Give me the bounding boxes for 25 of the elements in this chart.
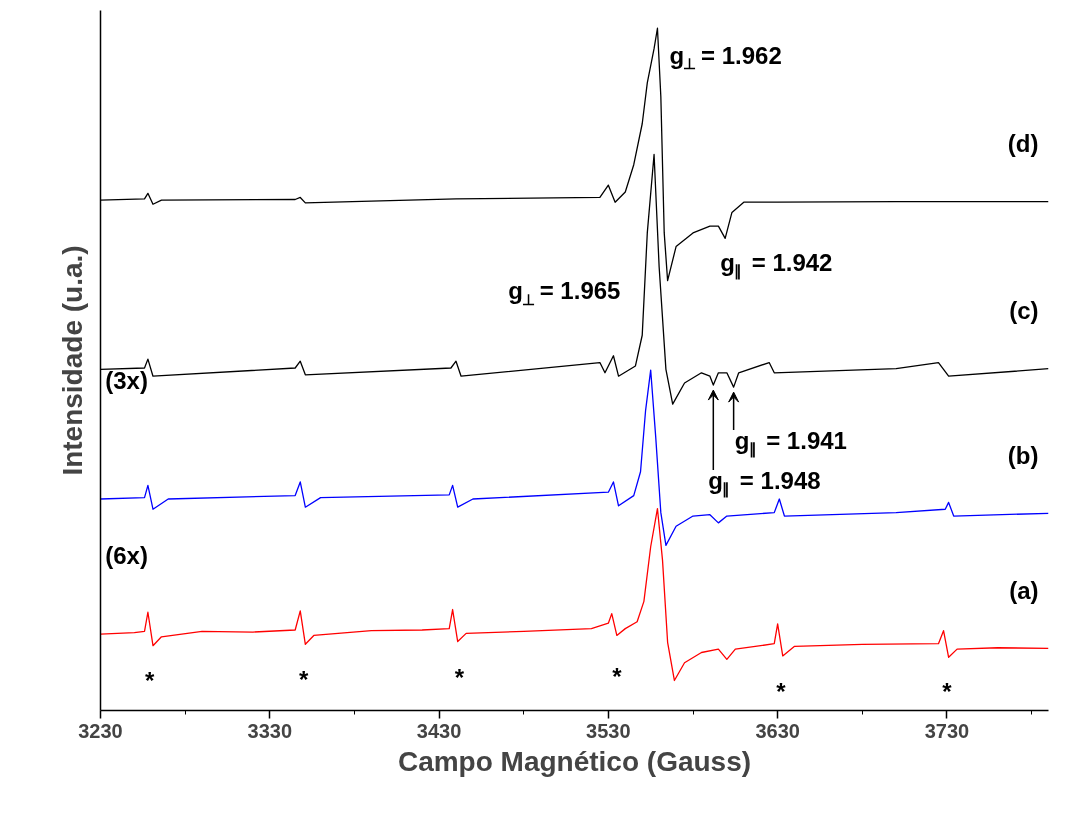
annotation: * — [612, 663, 623, 691]
x-tick-label: 3730 — [924, 719, 970, 742]
series-label: (a) — [1009, 576, 1039, 604]
series-label: (c) — [1009, 297, 1039, 325]
x-axis-title: Campo Magnético (Gauss) — [397, 745, 752, 777]
x-tick-label: 3630 — [755, 719, 800, 742]
annotation: * — [942, 678, 953, 706]
x-tick-label: 3230 — [78, 719, 123, 742]
x-tick-label: 3430 — [416, 719, 462, 742]
x-tick-label: 3530 — [586, 719, 631, 742]
annotation: g⊥ = 1.965 — [508, 277, 621, 308]
annotation: * — [454, 664, 465, 692]
y-axis-title: Intensidade (u.a.) — [56, 245, 88, 476]
annotation: g∥ = 1.948 — [708, 466, 821, 499]
annotation: g∥ = 1.942 — [720, 248, 833, 281]
annotation: (6x) — [105, 542, 148, 570]
annotation: (3x) — [105, 367, 148, 395]
annotation: * — [144, 667, 155, 695]
annotation: * — [776, 678, 787, 706]
annotation: g⊥ = 1.962 — [669, 41, 782, 73]
annotation: g∥ = 1.941 — [734, 426, 847, 459]
series-label: (b) — [1007, 441, 1039, 469]
annotation: * — [298, 665, 309, 693]
x-tick-label: 3330 — [247, 719, 293, 742]
series-label: (d) — [1007, 130, 1039, 158]
